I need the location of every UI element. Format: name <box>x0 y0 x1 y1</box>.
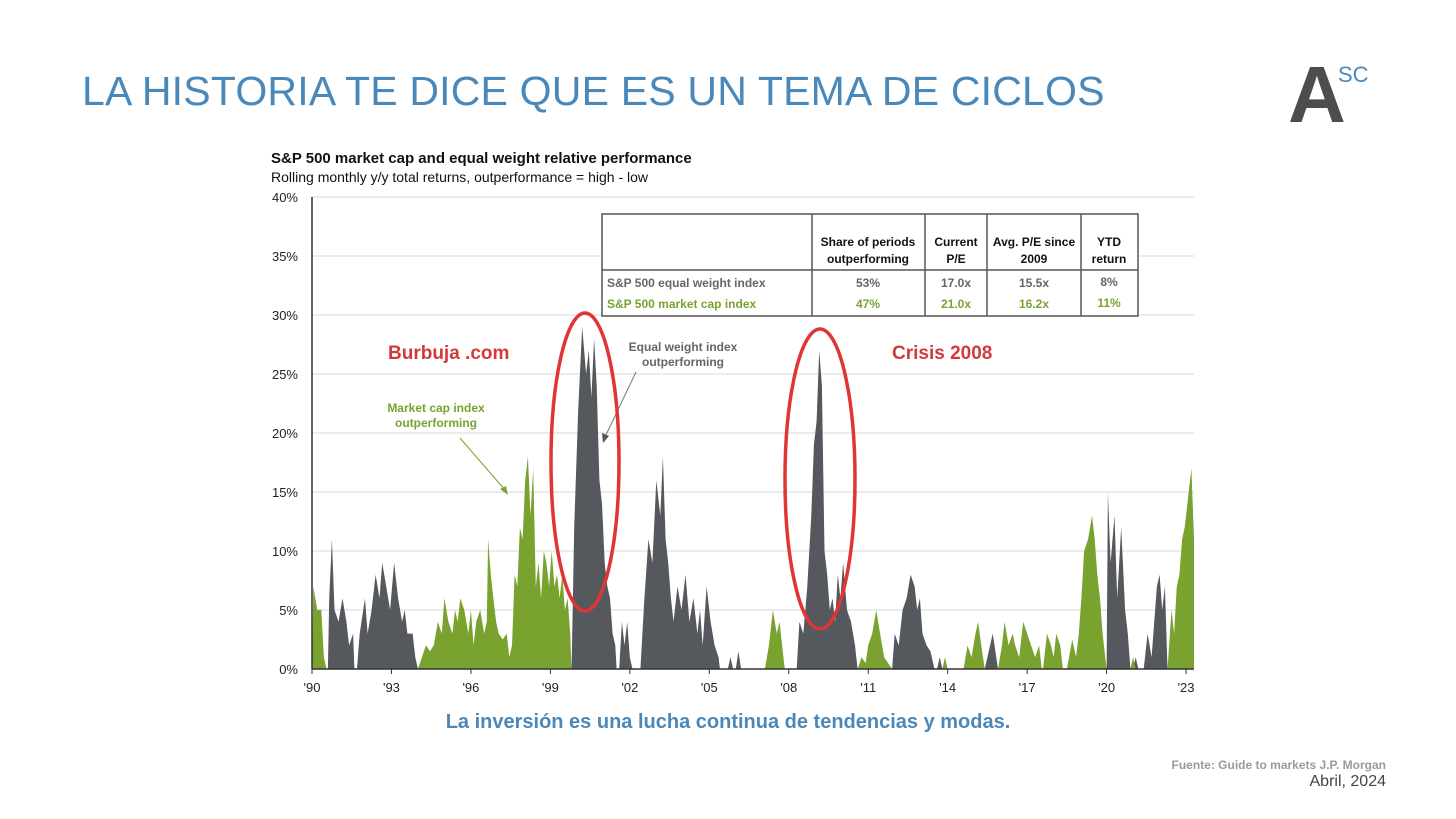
area-segment <box>963 621 985 669</box>
y-tick-label: 5% <box>279 603 298 618</box>
table-cell-equal-avg: 15.5x <box>1019 276 1049 290</box>
table-cell-equal-ytd: 8% <box>1100 275 1118 289</box>
slide-caption: La inversión es una lucha continua de te… <box>445 711 1011 733</box>
y-tick-label: 30% <box>272 308 298 323</box>
area-segment <box>857 610 893 669</box>
bubble-label: Burbuja .com <box>388 343 509 364</box>
x-tick-label: '99 <box>542 680 559 695</box>
x-tick-label: '93 <box>383 680 400 695</box>
area-segment <box>1143 574 1168 669</box>
table-header-pe-line2: P/E <box>946 252 965 266</box>
table-header-share-line1: Share of periods <box>821 235 916 249</box>
bubble-highlight-ellipse <box>549 311 621 613</box>
area-segment <box>619 621 633 669</box>
x-tick-label: '17 <box>1019 680 1036 695</box>
stats-table: Share of periods outperforming Current P… <box>601 213 1139 317</box>
logo-superscript: SC <box>1338 62 1369 87</box>
company-logo: A SC <box>1288 58 1369 128</box>
area-segment <box>327 539 355 669</box>
table-cell-cap-pe: 21.0x <box>941 297 971 311</box>
source-note: Fuente: Guide to markets J.P. Morgan <box>1171 758 1387 772</box>
x-tick-label: '14 <box>939 680 956 695</box>
table-header-avg-line2: 2009 <box>1021 252 1048 266</box>
y-tick-label: 15% <box>272 485 298 500</box>
area-segment <box>892 574 935 669</box>
area-segment <box>357 562 418 669</box>
y-tick-label: 20% <box>272 426 298 441</box>
market-cap-note-line1: Market cap index <box>387 401 485 415</box>
area-segment <box>998 621 1042 669</box>
equal-weight-note-line1: Equal weight index <box>629 340 738 354</box>
equal-weight-note-line2: outperforming <box>642 355 724 369</box>
x-tick-label: '96 <box>462 680 479 695</box>
x-tick-label: '90 <box>304 680 321 695</box>
area-segment <box>727 657 734 669</box>
axes: 0% 5% 10% 15% 20% 25% 30% 35% 40% '90 '93 '96 '99 '02… <box>272 190 1195 695</box>
market-cap-arrow <box>459 437 506 491</box>
y-tick-label: 25% <box>272 367 298 382</box>
table-cell-equal-pe: 17.0x <box>941 276 971 290</box>
grid-lines <box>312 196 1194 611</box>
area-segment <box>1066 515 1107 669</box>
market-cap-note-line2: outperforming <box>395 416 477 430</box>
area-segment <box>312 586 327 669</box>
crisis-highlight-ellipse <box>783 327 857 631</box>
table-header-ytd-line1: YTD <box>1097 235 1121 249</box>
area-segment <box>984 633 998 669</box>
table-cell-equal-share: 53% <box>856 276 880 290</box>
logo-letter: A <box>1288 58 1346 128</box>
chart-subtitle: Rolling monthly y/y total returns, outpe… <box>271 169 649 185</box>
date-label: Abril, 2024 <box>1309 773 1387 790</box>
x-tick-label: '20 <box>1098 680 1115 695</box>
table-cell-cap-avg: 16.2x <box>1019 297 1049 311</box>
y-tick-label: 0% <box>279 662 298 677</box>
area-segment <box>1130 657 1136 669</box>
market-cap-arrowhead <box>500 486 508 495</box>
area-series <box>312 326 1194 669</box>
y-tick-label: 40% <box>272 190 298 205</box>
x-tick-label: '08 <box>780 680 797 695</box>
table-header-avg-line1: Avg. P/E since <box>993 235 1076 249</box>
x-tick-label: '11 <box>860 680 876 695</box>
area-segment <box>417 456 572 669</box>
table-row-label-equal: S&P 500 equal weight index <box>607 276 766 290</box>
crisis-label: Crisis 2008 <box>892 343 992 364</box>
area-segment <box>640 456 720 669</box>
chart-title: S&P 500 market cap and equal weight rela… <box>271 150 692 167</box>
area-segment <box>937 657 943 669</box>
area-segment <box>1043 633 1063 669</box>
area-segment <box>735 651 742 669</box>
x-tick-label: '05 <box>701 680 718 695</box>
slide-title: LA HISTORIA TE DICE QUE ES UN TEMA DE CI… <box>82 68 1105 114</box>
y-tick-label: 35% <box>272 249 298 264</box>
annotations: Burbuja .com Crisis 2008 Equal weight in… <box>387 311 992 631</box>
x-tick-label: '23 <box>1178 680 1195 695</box>
equal-weight-arrow <box>604 371 637 438</box>
area-segment <box>571 326 617 669</box>
area-segment <box>764 610 785 669</box>
table-row-label-cap: S&P 500 market cap index <box>607 297 757 311</box>
table-cell-cap-ytd: 11% <box>1097 296 1121 310</box>
area-segment <box>1167 468 1194 669</box>
equal-weight-arrowhead <box>602 433 609 443</box>
table-header-pe-line1: Current <box>934 235 977 249</box>
table-cell-cap-share: 47% <box>856 297 880 311</box>
area-segment <box>942 657 948 669</box>
area-segment <box>1106 492 1131 669</box>
table-frame <box>601 213 1139 317</box>
table-header-ytd-line2: return <box>1092 252 1127 266</box>
x-tick-label: '02 <box>621 680 638 695</box>
table-header-share-line2: outperforming <box>827 252 909 266</box>
y-tick-label: 10% <box>272 544 298 559</box>
